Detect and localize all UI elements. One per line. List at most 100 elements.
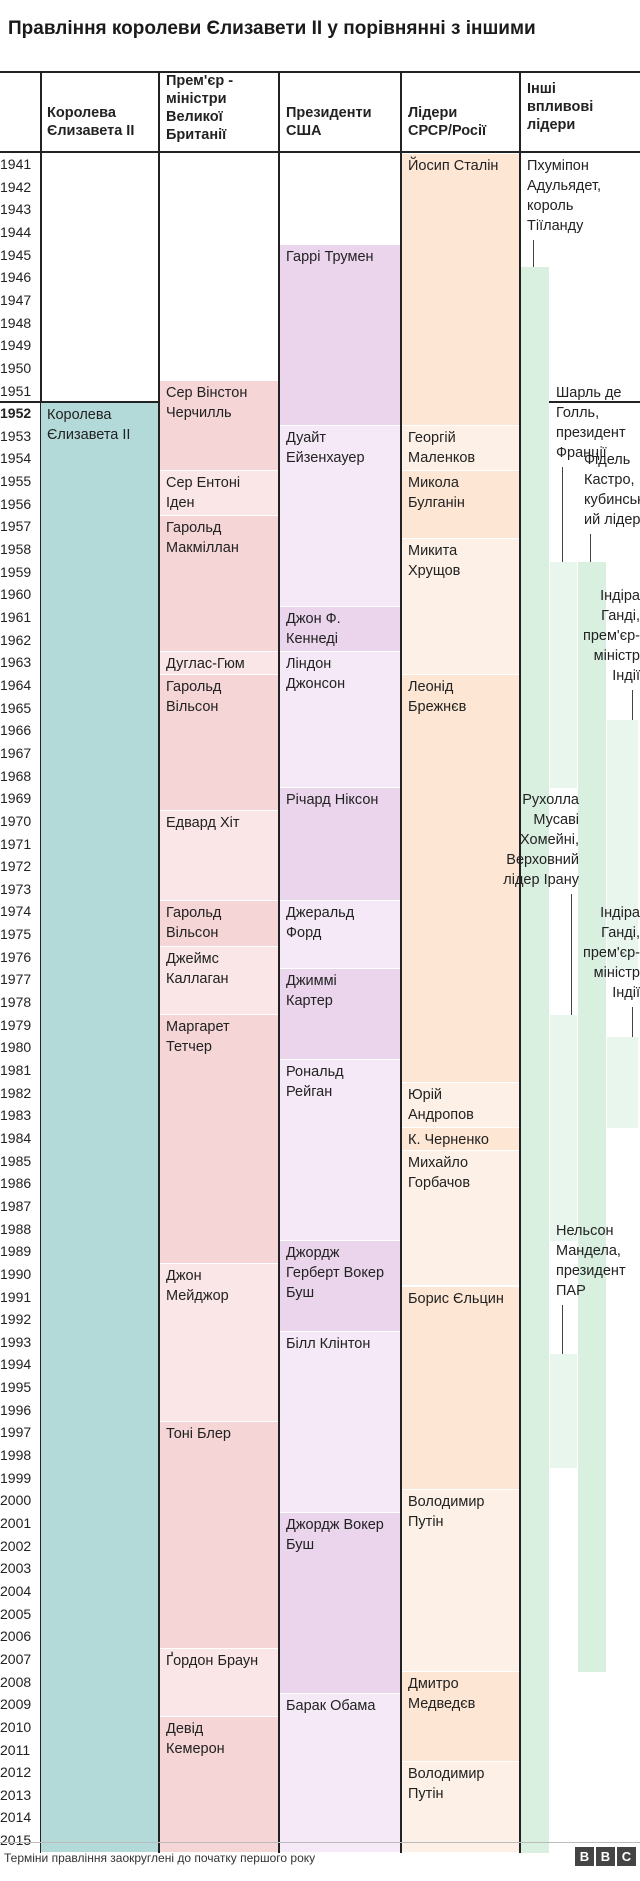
pm-label-7-line-2: Вільсон <box>166 925 219 942</box>
year-label-1991: 1991 <box>0 1288 32 1305</box>
pm-label-10: Джон Мейджор <box>166 1266 276 1306</box>
ussr-label-8-line-1: Михайло <box>408 1154 469 1171</box>
other-term-7 <box>550 1354 577 1468</box>
ussr-term-12 <box>402 1762 519 1853</box>
queen-label-1-line-2: Єлизавета II <box>47 427 131 444</box>
ussr-term-4 <box>402 539 519 675</box>
year-label-1964: 1964 <box>0 676 32 693</box>
ussr-label-1: Йосип Сталін <box>408 156 517 176</box>
year-label-2006: 2006 <box>0 1628 32 1645</box>
year-label-1984: 1984 <box>0 1129 32 1146</box>
us-label-7-line-1: Джиммі <box>286 973 337 990</box>
column-header-queen-line-1: Королева <box>47 105 116 121</box>
pm-term-11 <box>160 1422 278 1649</box>
other-label-7-line-1: Нельсон <box>556 1222 614 1239</box>
pm-term-5 <box>160 674 278 811</box>
year-label-1999: 1999 <box>0 1469 32 1486</box>
pm-label-10-line-1: Джон <box>166 1267 202 1284</box>
pm-label-4: Дуглас-Гюм <box>166 654 276 674</box>
chart-title: Правління королеви Єлизавети II у порівн… <box>8 18 536 39</box>
year-label-1989: 1989 <box>0 1243 32 1260</box>
pm-label-12-line-1: Ґордон Браун <box>166 1652 259 1669</box>
other-label-2: Шарль де Голль, президент Франції <box>556 383 626 463</box>
us-label-4: Ліндон Джонсон <box>286 654 398 694</box>
year-label-1978: 1978 <box>0 994 32 1011</box>
pm-label-8: Джеймс Каллаган <box>166 949 276 989</box>
year-label-2004: 2004 <box>0 1582 32 1599</box>
ussr-label-8-line-2: Горбачов <box>408 1174 471 1191</box>
us-label-2: Дуайт Ейзенхауер <box>286 428 398 468</box>
other-label-6-line-3: прем'єр- <box>582 945 640 962</box>
year-label-1981: 1981 <box>0 1062 32 1078</box>
year-label-1962: 1962 <box>0 631 32 648</box>
other-label-6-line-1: Індіра <box>600 905 640 922</box>
us-label-4-line-2: Джонсон <box>286 676 346 693</box>
column-header-ussr: Лідери СРСР/Росії <box>408 104 486 140</box>
ussr-label-6-line-2: Андропов <box>408 1106 474 1123</box>
us-label-7-line-2: Картер <box>286 993 333 1010</box>
year-label-1996: 1996 <box>0 1401 32 1418</box>
other-label-5: Рухолла Мусаві Хомейні, Верховний лідер Іран… <box>503 790 579 890</box>
other-label-1-line-3: король <box>527 198 574 214</box>
year-label-1948: 1948 <box>0 314 32 331</box>
year-label-1943: 1943 <box>0 201 32 218</box>
other-label-3-line-2: Кастро, <box>584 472 635 489</box>
us-term-3 <box>280 607 400 653</box>
column-header-queen-line-2: Єлизавета II <box>47 123 135 139</box>
header-bottom-rule <box>0 151 640 153</box>
us-label-5: Річард Ніксон <box>286 790 398 810</box>
pm-label-2: Сер Ентоні Іден <box>166 473 276 513</box>
year-label-1966: 1966 <box>0 722 32 739</box>
ussr-label-2: Георгій Маленков <box>408 428 517 468</box>
other-label-4: Індіра Ганді, прем'єр-міністр Індії <box>583 586 640 686</box>
other-label-5-line-3: Хомейні, <box>520 832 579 849</box>
pm-term-2 <box>160 471 278 517</box>
ussr-label-11-line-1: Дмитро <box>408 1675 459 1692</box>
us-label-9: Джордж Герберт Вокер Буш <box>286 1243 398 1303</box>
ussr-label-2-line-2: Маленков <box>408 449 476 466</box>
year-label-1987: 1987 <box>0 1197 32 1214</box>
column-header-us: Президенти США <box>286 104 372 140</box>
year-label-1973: 1973 <box>0 880 32 897</box>
pm-term-7 <box>160 901 278 947</box>
us-label-1: Гаррі Трумен <box>286 247 398 267</box>
pm-label-11-line-1: Тоні Блер <box>166 1426 231 1443</box>
year-label-1950: 1950 <box>0 359 32 376</box>
pm-label-1: Сер Вінстон Черчилль <box>166 383 276 423</box>
year-label-1946: 1946 <box>0 269 32 286</box>
us-term-2 <box>280 425 400 607</box>
ussr-label-12-line-1: Володимир <box>408 1766 485 1783</box>
other-label-4-line-2: Ганді, <box>601 608 640 625</box>
other-label-2-line-1: Шарль де <box>556 384 622 401</box>
pm-label-7: Гарольд Вільсон <box>166 903 276 943</box>
other-label-5-line-2: Мусаві <box>533 812 579 829</box>
year-label-1988: 1988 <box>0 1220 32 1237</box>
year-label-1977: 1977 <box>0 971 32 988</box>
year-label-1969: 1969 <box>0 790 32 807</box>
column-header-other-line-3: лідери <box>527 117 576 133</box>
header-top-rule <box>0 71 640 73</box>
other-label-7: Нельсон Мандела, президент ПАР <box>556 1221 626 1301</box>
other-label-1-line-1: Пхуміпон <box>527 158 589 174</box>
year-label-1997: 1997 <box>0 1424 32 1441</box>
us-term-1 <box>280 244 400 426</box>
us-label-7: Джиммі Картер <box>286 971 398 1011</box>
ussr-term-5 <box>402 674 519 1083</box>
other-label-6-line-4: міністр <box>593 965 640 982</box>
ussr-label-11: Дмитро Медведєв <box>408 1674 517 1714</box>
column-header-other-line-2: впливові <box>527 99 594 115</box>
column-header-pm-line-2: міністри <box>166 91 227 107</box>
us-label-6-line-2: Форд <box>286 925 322 942</box>
column-header-pm-line-3: Великої <box>166 109 223 125</box>
column-header-us-line-2: США <box>286 123 322 139</box>
pm-label-4-line-1: Дуглас-Гюм <box>166 656 245 673</box>
other-label-3: Фідель Кастро, кубинськ ий лідер <box>584 450 640 530</box>
year-label-1959: 1959 <box>0 563 32 580</box>
footer-note: Терміни правління заокруглені до початку… <box>4 1851 316 1865</box>
us-label-4-line-1: Ліндон <box>286 656 332 673</box>
other-term-2 <box>550 561 577 789</box>
year-label-1944: 1944 <box>0 223 32 240</box>
column-header-pm-line-4: Британії <box>166 127 227 143</box>
pm-label-8-line-1: Джеймс <box>166 950 219 967</box>
pm-term-4 <box>160 652 278 675</box>
